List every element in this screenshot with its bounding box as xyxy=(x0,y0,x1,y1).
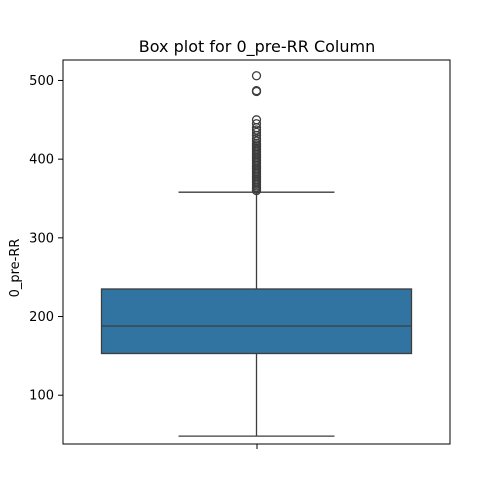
y-tick-label: 200 xyxy=(29,310,54,325)
y-tick-label: 500 xyxy=(29,74,54,89)
outlier-point xyxy=(251,71,262,81)
plot-area xyxy=(100,71,413,437)
outlier-point xyxy=(251,115,262,125)
y-axis: 100 200 300 400 500 xyxy=(29,74,63,404)
iqr-box xyxy=(100,288,413,355)
y-tick-label: 100 xyxy=(29,389,54,404)
outlier-point xyxy=(251,86,262,96)
outlier-point xyxy=(251,134,262,144)
outlier-point xyxy=(251,119,262,129)
y-axis-label: 0_pre-RR xyxy=(8,239,23,298)
chart-title: Box plot for 0_pre-RR Column xyxy=(139,37,375,57)
y-tick-label: 400 xyxy=(29,153,54,168)
y-tick-label: 300 xyxy=(29,231,54,246)
